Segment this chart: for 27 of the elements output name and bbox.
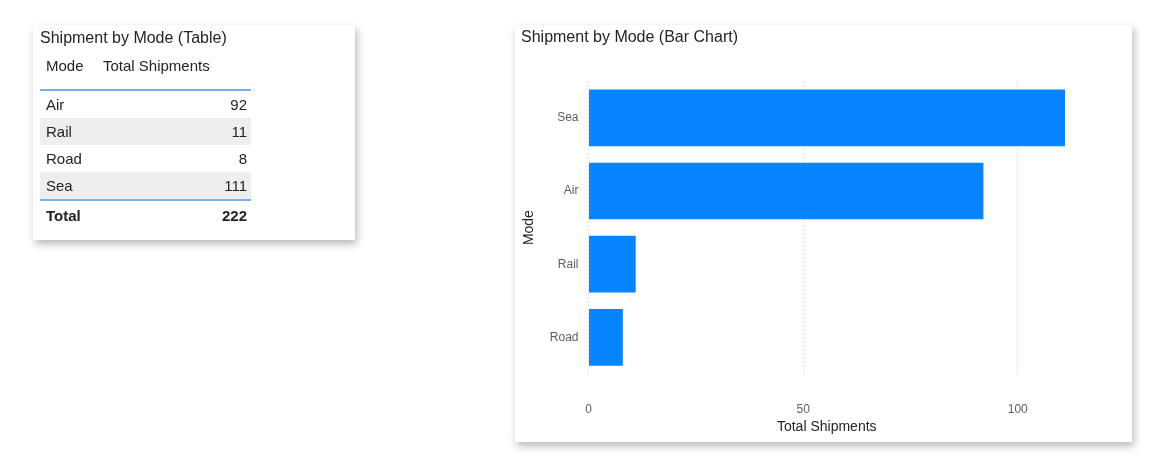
y-tick-label: Road	[549, 329, 579, 344]
chart-title: Shipment by Mode (Bar Chart)	[521, 28, 738, 46]
category-label: Rail	[40, 118, 97, 145]
text: Total	[45, 205, 82, 226]
category-label: Sea	[40, 172, 97, 200]
text: Shipment by Mode (Table)	[40, 29, 227, 47]
bar	[588, 162, 984, 220]
x-tick-label: 100	[1007, 401, 1029, 416]
data-label: 111	[97, 172, 251, 200]
y-tick-label: Sea	[557, 110, 579, 125]
x-axis-title: Total Shipments	[776, 418, 877, 435]
data-label: 8	[97, 145, 251, 172]
x-tick-label: 0	[585, 401, 593, 416]
data-label: 92	[97, 90, 251, 118]
y-tick-label: Air	[563, 183, 579, 198]
text: Mode	[45, 56, 85, 76]
bar	[588, 89, 1065, 147]
data-label: 11	[97, 118, 251, 145]
y-tick-label: Rail	[557, 256, 579, 271]
x-tick-label: 50	[796, 401, 811, 416]
text: Total Shipments	[102, 56, 211, 76]
bar	[588, 235, 636, 293]
category-label: Road	[40, 145, 97, 172]
category-label: Air	[40, 90, 97, 118]
bar	[588, 309, 623, 366]
y-axis-title: Mode	[520, 209, 537, 246]
text: 222	[220, 205, 248, 226]
